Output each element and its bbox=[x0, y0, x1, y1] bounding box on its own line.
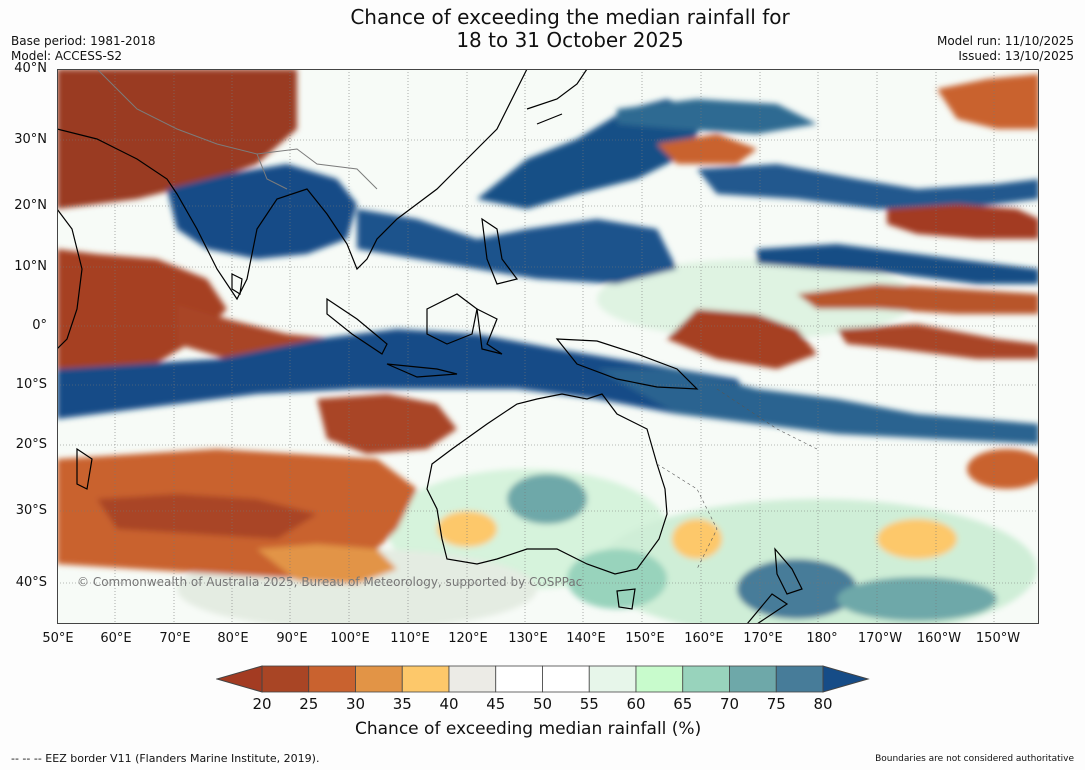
map-title-line1: Chance of exceeding the median rainfall … bbox=[350, 5, 790, 29]
colorbar-segment bbox=[635, 665, 684, 693]
lon-label-50e: 50°E bbox=[42, 631, 74, 646]
issued-label: Issued: 13/10/2025 bbox=[958, 49, 1074, 63]
lat-label-20s: 20°S bbox=[15, 437, 47, 452]
lon-label-130e: 130°E bbox=[508, 631, 548, 646]
copyright-notice: © Commonwealth of Australia 2025, Bureau… bbox=[77, 575, 583, 589]
colorbar-segment bbox=[682, 665, 730, 693]
coastlines bbox=[57, 69, 803, 624]
tasmania-coastline bbox=[616, 588, 636, 610]
colorbar-segment bbox=[542, 665, 590, 693]
colorbar-tick-label: 35 bbox=[392, 695, 412, 713]
lon-label-150e: 150°E bbox=[625, 631, 665, 646]
colorbar-segment bbox=[355, 665, 403, 693]
boundaries-disclaimer: Boundaries are not considered authoritat… bbox=[875, 754, 1074, 764]
graticule bbox=[57, 69, 1039, 624]
eez-note: -- -- -- EEZ border V11 (Flanders Marine… bbox=[11, 752, 320, 765]
colorbar-tick-label: 70 bbox=[719, 695, 740, 713]
new-zealand-coastline bbox=[746, 547, 803, 624]
colorbar bbox=[216, 665, 870, 693]
colorbar-tick-label: 80 bbox=[813, 695, 833, 713]
colorbar-tick-label: 55 bbox=[579, 695, 599, 713]
lon-label-160e: 160°E bbox=[684, 631, 724, 646]
colorbar-segment bbox=[588, 665, 637, 693]
lon-label-70e: 70°E bbox=[159, 631, 191, 646]
map-frame bbox=[57, 69, 1039, 624]
map-title-line2: 18 to 31 October 2025 bbox=[456, 28, 684, 52]
colorbar-segment bbox=[495, 665, 543, 693]
sulawesi-coastline bbox=[476, 307, 503, 355]
new-guinea-coastline bbox=[555, 338, 699, 390]
africa-coastline bbox=[57, 208, 83, 350]
model-run-label: Model run: 11/10/2025 bbox=[936, 34, 1074, 48]
colorbar-segment bbox=[775, 665, 824, 693]
borneo-coastline bbox=[426, 293, 478, 345]
colorbar-right-arrow bbox=[822, 665, 870, 693]
colorbar-segment bbox=[261, 665, 310, 693]
lon-label-140e: 140°E bbox=[566, 631, 606, 646]
model-label: Model: ACCESS-S2 bbox=[11, 49, 123, 63]
lat-label-30n: 30°N bbox=[14, 132, 47, 147]
philippines-coastline bbox=[481, 217, 519, 285]
lat-label-40n: 40°N bbox=[14, 61, 47, 76]
lon-label-170w: 170°W bbox=[857, 631, 903, 646]
base-period-label: Base period: 1981-2018 bbox=[11, 34, 156, 48]
asia-coastline bbox=[57, 69, 528, 301]
lon-label-150w: 150°W bbox=[975, 631, 1021, 646]
colorbar-tick-label: 45 bbox=[486, 695, 506, 713]
colorbar-segment bbox=[401, 665, 450, 693]
colorbar-tick-label: 50 bbox=[532, 695, 553, 713]
colorbar-tick-label: 60 bbox=[626, 695, 646, 713]
colorbar-tick-label: 75 bbox=[766, 695, 786, 713]
colorbar-label: Chance of exceeding median rainfall (%) bbox=[355, 719, 702, 739]
eez-borders bbox=[656, 388, 818, 570]
lat-label-10n: 10°N bbox=[14, 259, 47, 274]
colorbar-segment bbox=[448, 665, 497, 693]
lon-label-60e: 60°E bbox=[100, 631, 132, 646]
lon-label-100e: 100°E bbox=[330, 631, 370, 646]
japan-coastline bbox=[526, 69, 588, 125]
lon-label-80e: 80°E bbox=[217, 631, 249, 646]
colorbar-tick-label: 25 bbox=[299, 695, 319, 713]
lon-label-90e: 90°E bbox=[276, 631, 308, 646]
probability-map bbox=[57, 69, 1039, 624]
colorbar-segment bbox=[729, 665, 777, 693]
colorbar-tick-label: 30 bbox=[345, 695, 366, 713]
madagascar-coastline bbox=[76, 447, 93, 490]
java-coastline bbox=[386, 363, 458, 378]
lon-label-170e: 170°E bbox=[743, 631, 783, 646]
lon-label-110e: 110°E bbox=[390, 631, 430, 646]
colorbar-tick-label: 20 bbox=[252, 695, 272, 713]
lat-label-10s: 10°S bbox=[15, 377, 47, 392]
country-borders bbox=[96, 69, 378, 190]
lat-label-20n: 20°N bbox=[14, 198, 47, 213]
colorbar-left-arrow bbox=[216, 665, 263, 693]
colorbar-tick-label: 65 bbox=[673, 695, 693, 713]
colorbar-segment bbox=[308, 665, 356, 693]
probability-field bbox=[57, 69, 1039, 624]
lat-label-40s: 40°S bbox=[15, 575, 47, 590]
lon-label-180: 180° bbox=[806, 631, 838, 646]
lon-label-120e: 120°E bbox=[448, 631, 488, 646]
australia-coastline bbox=[426, 393, 668, 575]
lon-label-160w: 160°W bbox=[916, 631, 962, 646]
lat-label-0: 0° bbox=[32, 318, 47, 333]
sri-lanka-coastline bbox=[231, 273, 243, 296]
sumatra-coastline bbox=[326, 297, 388, 355]
lat-label-30s: 30°S bbox=[15, 503, 47, 518]
colorbar-tick-label: 40 bbox=[439, 695, 459, 713]
